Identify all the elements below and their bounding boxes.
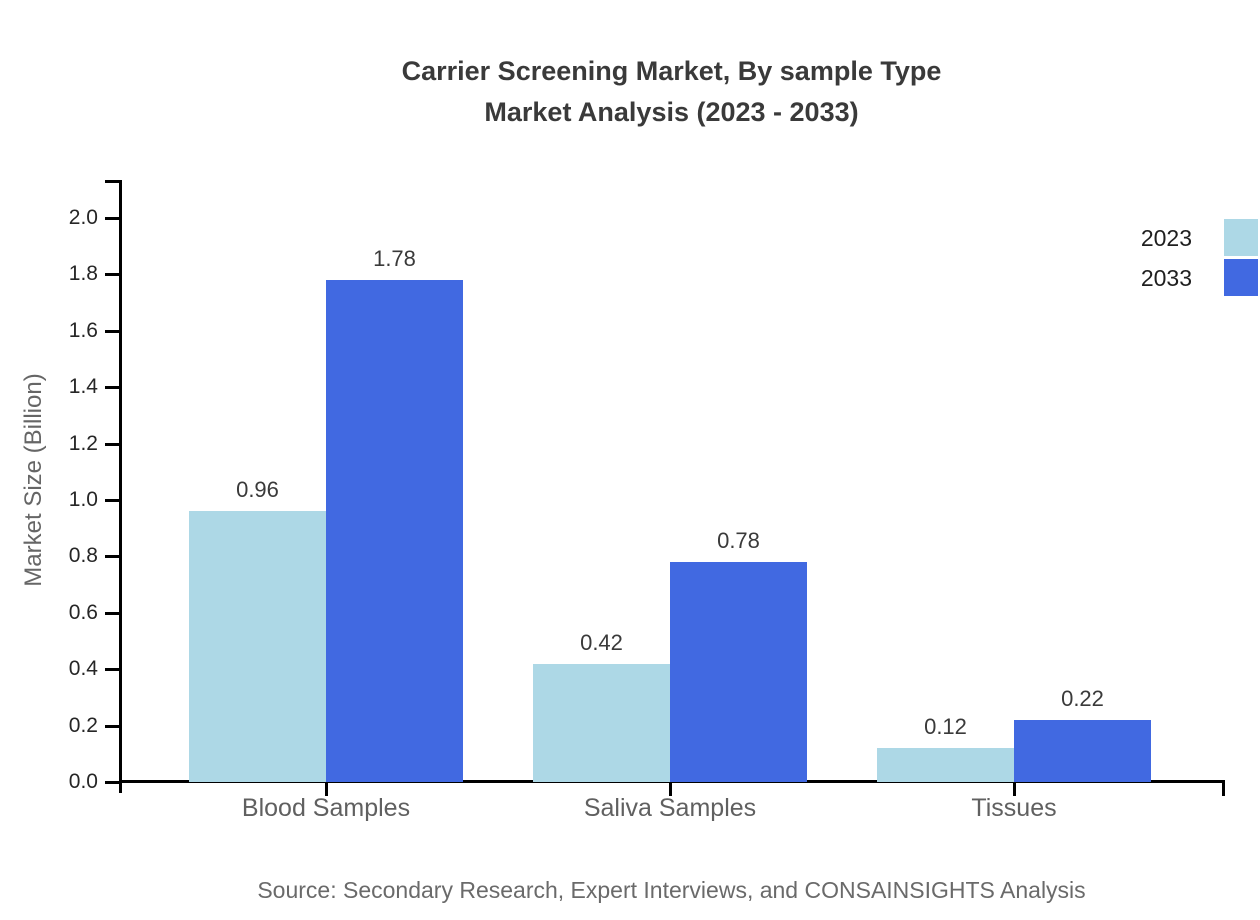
y-tick-0.0	[105, 781, 121, 784]
x-tick-tissues	[1013, 782, 1016, 796]
y-tick-label-1.6: 1.6	[68, 318, 98, 342]
chart-title-line-1: Carrier Screening Market, By sample Type	[401, 56, 942, 86]
y-tick-1.2	[105, 442, 121, 446]
bar-2033-blood-samples	[326, 280, 463, 782]
y-tick-label-1.2: 1.2	[68, 431, 98, 455]
bar-2023-saliva-samples	[533, 664, 670, 782]
legend-label-2033: 2033	[1140, 265, 1192, 291]
y-tick-label-1.0: 1.0	[68, 488, 98, 511]
x-axis-end-tick	[1222, 782, 1225, 796]
value-label-2033-blood-samples: 1.78	[373, 246, 416, 271]
y-tick-1.4	[105, 386, 121, 390]
y-tick-0.8	[105, 555, 121, 559]
y-axis-end-tick	[105, 180, 121, 183]
x-tick-saliva-samples	[669, 782, 672, 796]
y-tick-1.6	[105, 329, 121, 333]
legend-label-2023: 2023	[1140, 225, 1192, 251]
y-tick-1.8	[105, 273, 121, 277]
legend-swatch-2033	[1224, 259, 1258, 296]
category-label-saliva-samples: Saliva Samples	[583, 794, 757, 822]
y-tick-0.6	[105, 611, 121, 615]
y-tick-0.4	[105, 668, 121, 672]
value-label-2023-blood-samples: 0.96	[236, 477, 279, 502]
value-label-2023-tissues: 0.12	[924, 714, 967, 739]
y-tick-2.0	[105, 217, 121, 220]
y-tick-label-0.2: 0.2	[68, 713, 98, 737]
y-tick-label-0.8: 0.8	[68, 544, 98, 568]
y-tick-label-1.8: 1.8	[68, 262, 98, 286]
y-tick-label-1.4: 1.4	[68, 375, 98, 399]
chart-title-line-2: Market Analysis (2023 - 2033)	[484, 97, 859, 127]
y-tick-1.0	[105, 499, 121, 502]
category-label-tissues: Tissues	[971, 794, 1057, 822]
y-tick-label-0.6: 0.6	[68, 600, 98, 624]
bar-2023-blood-samples	[189, 511, 326, 782]
y-tick-label-0.4: 0.4	[68, 657, 98, 681]
y-tick-label-0.0: 0.0	[68, 770, 98, 793]
value-label-2023-saliva-samples: 0.42	[580, 630, 623, 655]
y-tick-label-2.0: 2.0	[68, 206, 98, 229]
bar-2033-saliva-samples	[670, 562, 807, 782]
y-axis-line	[119, 180, 122, 793]
bar-2023-tissues	[877, 748, 1014, 782]
y-tick-0.2	[105, 724, 121, 728]
bar-2033-tissues	[1014, 720, 1151, 782]
source-note: Source: Secondary Research, Expert Inter…	[257, 877, 1086, 903]
value-label-2033-saliva-samples: 0.78	[717, 528, 760, 553]
x-tick-blood-samples	[325, 782, 328, 796]
value-label-2033-tissues: 0.22	[1061, 686, 1104, 711]
category-label-blood-samples: Blood Samples	[241, 794, 411, 822]
chart-title: Carrier Screening Market, By sample Type…	[121, 51, 1222, 133]
legend-swatch-2023	[1224, 219, 1258, 256]
